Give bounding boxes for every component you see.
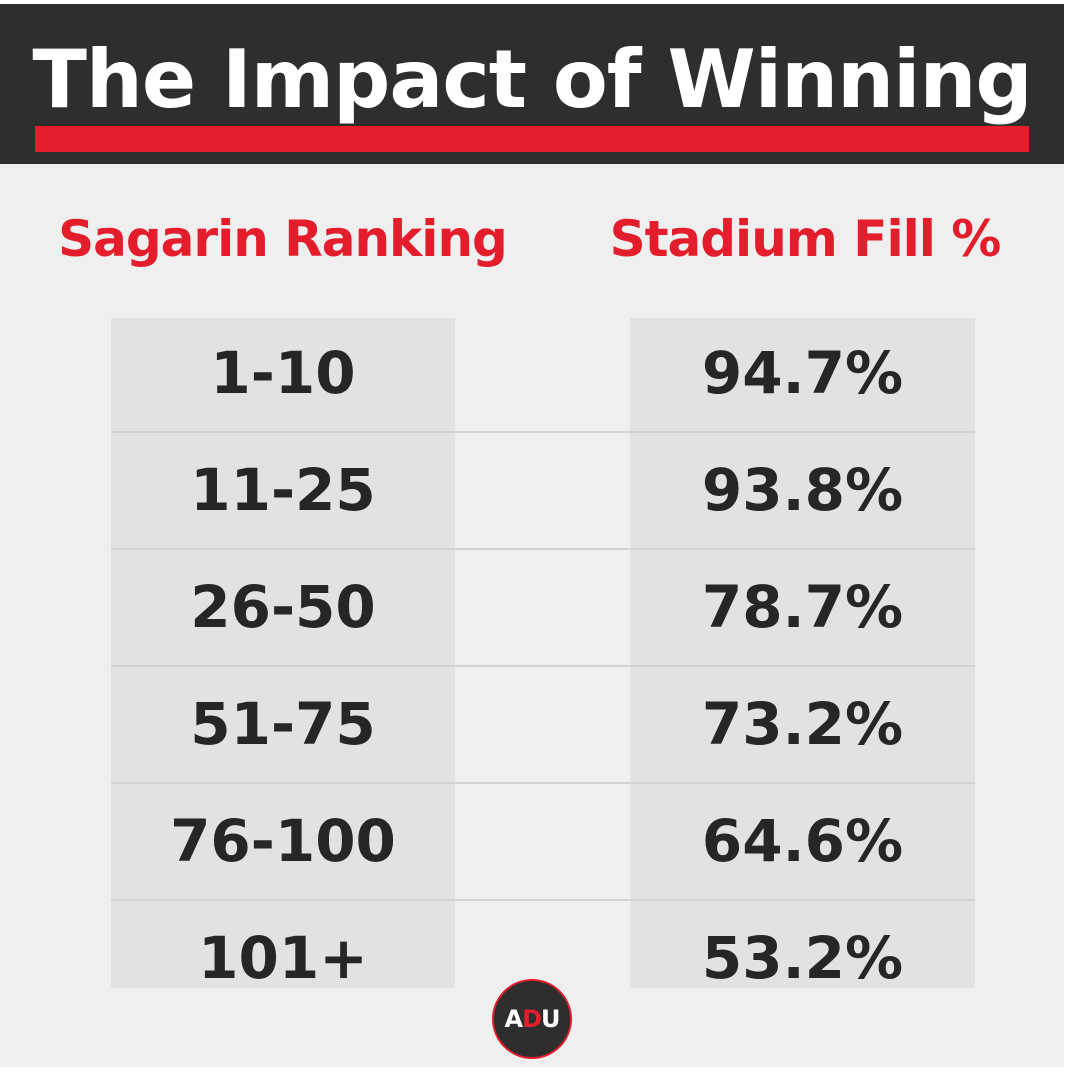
stadium-fill-cell: 94.7%	[701, 339, 904, 407]
ranking-cell: 76-100	[170, 807, 396, 875]
infographic-canvas: The Impact of Winning Sagarin Ranking St…	[0, 4, 1064, 1067]
column-header-ranking: Sagarin Ranking	[58, 210, 508, 268]
stadium-fill-cell: 64.6%	[701, 807, 904, 875]
stadium-fill-column-panel	[630, 318, 975, 988]
column-header-stadium-fill: Stadium Fill %	[609, 210, 1002, 268]
ranking-cell: 101+	[198, 924, 368, 992]
row-divider	[111, 665, 975, 667]
ranking-cell: 1-10	[210, 339, 356, 407]
ranking-cell: 26-50	[190, 573, 376, 641]
stadium-fill-cell: 53.2%	[701, 924, 904, 992]
ranking-cell: 51-75	[190, 690, 376, 758]
ranking-column-panel	[111, 318, 455, 988]
ranking-cell: 11-25	[190, 456, 376, 524]
title-underline	[35, 126, 1029, 152]
row-divider	[111, 548, 975, 550]
infographic-title: The Impact of Winning	[32, 33, 1032, 126]
row-divider	[111, 782, 975, 784]
stadium-fill-cell: 78.7%	[701, 573, 904, 641]
row-divider	[111, 431, 975, 433]
stadium-fill-cell: 93.8%	[701, 456, 904, 524]
adu-logo: ADU	[492, 979, 572, 1059]
title-banner: The Impact of Winning	[0, 4, 1064, 164]
stadium-fill-cell: 73.2%	[701, 690, 904, 758]
row-divider	[111, 899, 975, 901]
